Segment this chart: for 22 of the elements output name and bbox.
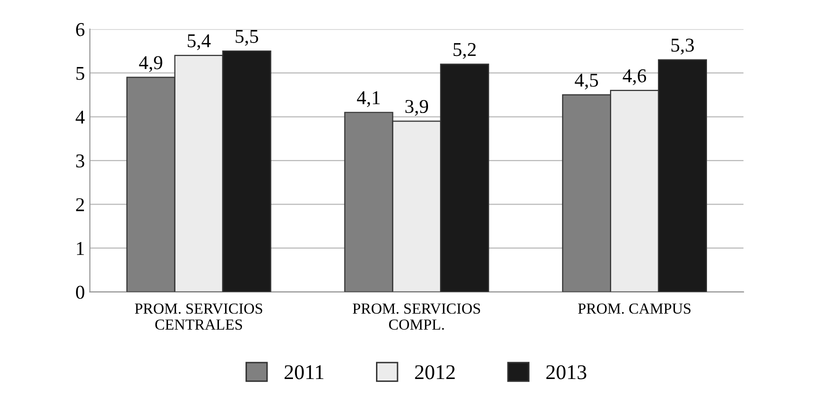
- legend-label: 2011: [284, 365, 324, 380]
- y-tick-label: 0: [76, 286, 84, 299]
- data-label: 4,1: [356, 91, 380, 108]
- y-tick-label: 5: [76, 66, 84, 80]
- data-label: 5,3: [671, 38, 694, 55]
- y-tick-label: 2: [76, 198, 84, 212]
- legend-label: 2013: [546, 365, 586, 380]
- legend-label: 2012: [415, 365, 455, 380]
- y-tick-label: 6: [76, 23, 84, 36]
- data-label: 4,6: [622, 69, 646, 86]
- data-label: 3,9: [405, 100, 428, 116]
- data-label: 4,9: [139, 56, 162, 72]
- y-tick-label: 3: [76, 154, 84, 168]
- x-tick-label: PROM. SERVICIOS COMPL.: [352, 303, 480, 330]
- y-tick-label: 4: [76, 110, 85, 124]
- data-label: 5,4: [188, 34, 211, 50]
- data-label: 4,5: [574, 74, 598, 90]
- data-label: 5,2: [454, 43, 476, 59]
- y-tick-label: 1: [76, 242, 84, 255]
- x-tick-label: PROM. SERVICIOS CENTRALES: [134, 303, 262, 330]
- data-label: 5,5: [236, 30, 258, 46]
- x-tick-label: PROM. CAMPUS: [578, 303, 690, 314]
